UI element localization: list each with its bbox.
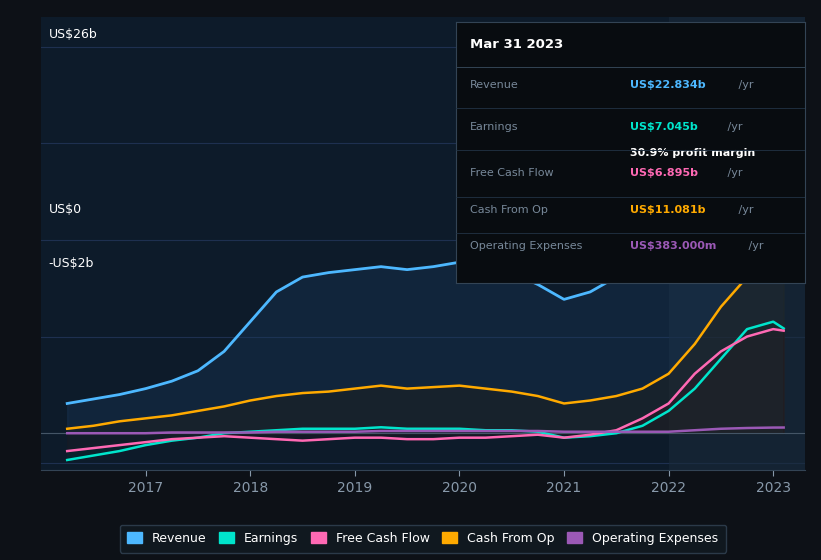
Text: -US$2b: -US$2b (48, 257, 94, 270)
Text: /yr: /yr (735, 80, 754, 90)
Text: /yr: /yr (724, 122, 743, 132)
Text: Operating Expenses: Operating Expenses (470, 241, 582, 251)
Text: US$22.834b: US$22.834b (631, 80, 706, 90)
Legend: Revenue, Earnings, Free Cash Flow, Cash From Op, Operating Expenses: Revenue, Earnings, Free Cash Flow, Cash … (120, 525, 726, 553)
Text: Free Cash Flow: Free Cash Flow (470, 169, 553, 179)
Bar (668, 17, 805, 470)
Text: Mar 31 2023: Mar 31 2023 (470, 38, 563, 51)
Text: US$0: US$0 (48, 203, 82, 216)
Text: US$11.081b: US$11.081b (631, 205, 705, 215)
Text: US$383.000m: US$383.000m (631, 241, 717, 251)
Text: Revenue: Revenue (470, 80, 518, 90)
Text: Earnings: Earnings (470, 122, 518, 132)
Text: /yr: /yr (724, 169, 743, 179)
Text: US$6.895b: US$6.895b (631, 169, 698, 179)
Text: US$26b: US$26b (48, 28, 98, 41)
Text: /yr: /yr (745, 241, 764, 251)
Text: 30.9% profit margin: 30.9% profit margin (631, 148, 755, 157)
Text: Cash From Op: Cash From Op (470, 205, 548, 215)
Text: US$7.045b: US$7.045b (631, 122, 698, 132)
Text: /yr: /yr (735, 205, 754, 215)
